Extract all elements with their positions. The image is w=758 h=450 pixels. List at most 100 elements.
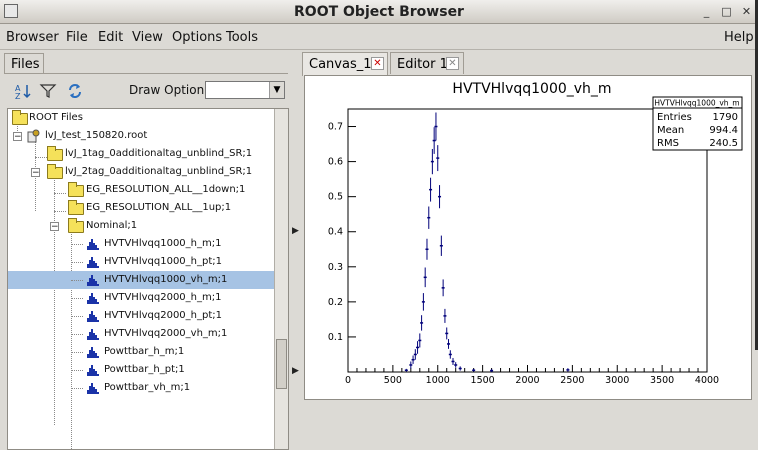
tree-item[interactable]: Powttbar_h_m;1 bbox=[8, 343, 274, 361]
tree-item[interactable]: ROOT Files bbox=[8, 109, 274, 127]
tree-line bbox=[35, 157, 47, 158]
close-tab-icon[interactable]: ✕ bbox=[371, 57, 384, 70]
folder-icon bbox=[47, 146, 63, 161]
draw-option-select[interactable]: ▼ bbox=[205, 81, 285, 99]
tree-item-label: EG_RESOLUTION_ALL__1up;1 bbox=[86, 202, 232, 213]
x-tick-label: 1500 bbox=[471, 375, 495, 386]
tree-item-label: ROOT Files bbox=[29, 112, 83, 123]
histogram-plot[interactable]: HVTVHlvqq1000_vh_m 0 500 1000 1500 2000 2500 3… bbox=[305, 76, 751, 399]
tree-item-label: Powttbar_vh_m;1 bbox=[104, 382, 191, 393]
menu-tools[interactable]: Tools bbox=[226, 30, 259, 45]
data-point bbox=[418, 333, 422, 348]
tree-item-label: lvJ_2tag_0additionaltag_unblind_SR;1 bbox=[65, 166, 253, 177]
scrollbar-thumb[interactable] bbox=[276, 339, 287, 389]
tab-canvas-1[interactable]: Canvas_1 ✕ bbox=[302, 52, 388, 76]
menu-edit[interactable]: Edit bbox=[98, 30, 124, 45]
data-point bbox=[472, 368, 476, 372]
panel-splitter[interactable]: ▶ ▶ bbox=[290, 50, 300, 400]
window-edge bbox=[755, 0, 758, 350]
tree-item[interactable]: − lvJ_test_150820.root bbox=[8, 127, 274, 145]
tree-item[interactable]: HVTVHlvqq1000_h_pt;1 bbox=[8, 253, 274, 271]
tree-item[interactable]: Powttbar_vh_m;1 bbox=[8, 379, 274, 397]
chevron-down-icon[interactable]: ▼ bbox=[269, 82, 284, 98]
tree-line bbox=[71, 298, 83, 299]
menu-file[interactable]: File bbox=[66, 30, 88, 45]
data-point bbox=[425, 238, 429, 260]
tree-item[interactable]: − lvJ_2tag_0additionaltag_unblind_SR;1 bbox=[8, 163, 274, 181]
tab-files[interactable]: Files bbox=[4, 53, 44, 73]
tree-item-label: HVTVHlvqq2000_h_m;1 bbox=[104, 292, 222, 303]
data-point bbox=[413, 349, 417, 360]
tree-item[interactable]: HVTVHlvqq2000_h_pt;1 bbox=[8, 307, 274, 325]
x-tick-label: 2500 bbox=[560, 375, 584, 386]
data-point bbox=[432, 127, 436, 154]
histogram-icon bbox=[87, 311, 99, 322]
refresh-icon[interactable] bbox=[66, 82, 84, 100]
data-point bbox=[427, 206, 431, 229]
histogram-icon bbox=[87, 275, 99, 286]
histogram-icon bbox=[87, 239, 99, 250]
tab-editor-1[interactable]: Editor 1 ✕ bbox=[390, 52, 464, 74]
data-point bbox=[421, 293, 425, 311]
minimize-button[interactable]: _ bbox=[703, 5, 710, 18]
chevron-right-icon[interactable]: ▶ bbox=[292, 226, 299, 236]
y-axis: 0.1 0.2 0.3 0.4 0.5 0.6 0.7 bbox=[328, 122, 356, 343]
tree-item-label: HVTVHlvqq2000_h_pt;1 bbox=[104, 310, 223, 321]
data-point bbox=[445, 327, 449, 340]
tree-item[interactable]: EG_RESOLUTION_ALL__1down;1 bbox=[8, 181, 274, 199]
menu-view[interactable]: View bbox=[132, 30, 163, 45]
x-tick-label: 3500 bbox=[650, 375, 674, 386]
collapse-icon[interactable]: − bbox=[13, 132, 22, 142]
tree-item[interactable]: HVTVHlvqq2000_vh_m;1 bbox=[8, 325, 274, 343]
stats-rms-key: RMS bbox=[657, 138, 679, 149]
x-tick-label: 1000 bbox=[426, 375, 450, 386]
filter-icon[interactable] bbox=[39, 82, 57, 100]
tree-item[interactable]: Powttbar_h_pt;1 bbox=[8, 361, 274, 379]
menu-browser[interactable]: Browser bbox=[6, 30, 59, 45]
tree-line bbox=[71, 352, 83, 353]
tree-item-selected[interactable]: HVTVHlvqq1000_vh_m;1 bbox=[8, 271, 274, 289]
tree-scrollbar[interactable] bbox=[274, 109, 288, 449]
folder-open-icon bbox=[68, 218, 84, 233]
close-button[interactable]: ✕ bbox=[741, 5, 752, 18]
draw-option-label: Draw Option: bbox=[129, 83, 209, 97]
y-tick-label: 0.6 bbox=[328, 157, 343, 168]
tree-item[interactable]: HVTVHlvqq2000_h_m;1 bbox=[8, 289, 274, 307]
stats-entries-key: Entries bbox=[657, 112, 692, 123]
canvas-panel: Canvas_1 ✕ Editor 1 ✕ HVTVHlvqq1000_vh_m… bbox=[300, 50, 758, 400]
tree-line bbox=[71, 244, 83, 245]
x-tick-label: 4000 bbox=[695, 375, 719, 386]
menu-help[interactable]: Help bbox=[724, 30, 754, 45]
data-points bbox=[404, 112, 570, 372]
tree-item[interactable]: EG_RESOLUTION_ALL__1up;1 bbox=[8, 199, 274, 217]
tree-item[interactable]: lvJ_1tag_0additionaltag_unblind_SR;1 bbox=[8, 145, 274, 163]
data-point bbox=[443, 308, 447, 323]
y-tick-label: 0.2 bbox=[328, 297, 343, 308]
chevron-right-icon[interactable]: ▶ bbox=[292, 366, 299, 376]
tree-item-label: Powttbar_h_m;1 bbox=[104, 346, 185, 357]
collapse-icon[interactable]: − bbox=[50, 222, 59, 232]
plot-title: HVTVHlvqq1000_vh_m bbox=[452, 81, 611, 97]
tree-item[interactable]: HVTVHlvqq1000_h_m;1 bbox=[8, 235, 274, 253]
folder-icon bbox=[12, 110, 28, 125]
app-icon[interactable] bbox=[4, 4, 18, 18]
x-tick-label: 3000 bbox=[605, 375, 629, 386]
maximize-button[interactable]: □ bbox=[721, 5, 732, 18]
data-point bbox=[454, 362, 458, 368]
stats-box[interactable]: HVTVHlvqq1000_vh_m Entries 1790 Mean 994… bbox=[652, 96, 743, 151]
histogram-icon bbox=[87, 257, 99, 268]
histogram-icon bbox=[87, 293, 99, 304]
menu-options[interactable]: Options bbox=[172, 30, 223, 45]
stats-mean-value: 994.4 bbox=[709, 125, 738, 136]
tree-line bbox=[54, 175, 55, 425]
root-canvas[interactable]: HVTVHlvqq1000_vh_m 0 500 1000 1500 2000 2500 3… bbox=[304, 75, 752, 400]
file-tree[interactable]: ROOT Files − lvJ_test_150820.root lvJ_1t… bbox=[7, 108, 289, 450]
data-point bbox=[423, 267, 427, 288]
close-tab-icon[interactable]: ✕ bbox=[446, 57, 459, 70]
tree-item[interactable]: − Nominal;1 bbox=[8, 217, 274, 235]
collapse-icon[interactable]: − bbox=[31, 168, 40, 178]
tree-item-label: HVTVHlvqq2000_vh_m;1 bbox=[104, 328, 228, 339]
x-tick-label: 2000 bbox=[515, 375, 539, 386]
